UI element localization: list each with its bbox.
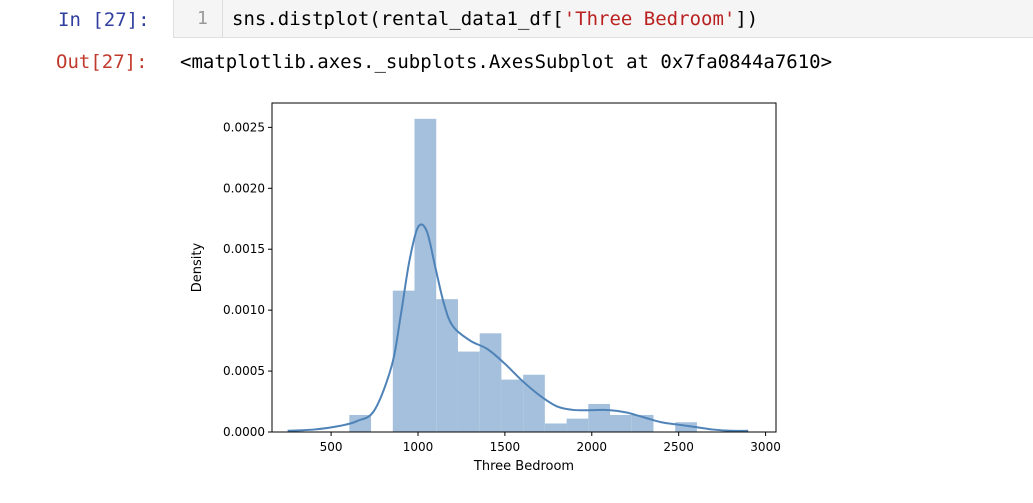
histogram-bar bbox=[392, 290, 415, 432]
input-prompt: In [27]: bbox=[58, 9, 150, 31]
x-axis-ticks: 500 1000 1500 2000 2500 3000 bbox=[320, 432, 781, 454]
output-prompt: Out[27]: bbox=[56, 51, 148, 73]
x-tick-label: 3000 bbox=[750, 440, 781, 454]
y-axis-label: Density bbox=[190, 242, 205, 292]
axes-frame bbox=[271, 102, 777, 433]
x-tick-label: 2500 bbox=[663, 440, 694, 454]
y-tick-label: 0.0010 bbox=[223, 303, 265, 317]
histogram-bar bbox=[436, 299, 458, 432]
histogram-bar bbox=[349, 414, 372, 432]
input-cell[interactable]: In [27]: 1 sns.distplot(rental_data1_df[… bbox=[0, 0, 1033, 40]
histogram-bar bbox=[588, 403, 611, 432]
histogram-bar bbox=[566, 418, 589, 432]
histogram-bars bbox=[349, 118, 697, 432]
code-string: 'Three Bedroom' bbox=[563, 8, 736, 30]
code-line[interactable]: sns.distplot(rental_data1_df['Three Bedr… bbox=[232, 0, 758, 38]
y-tick-label: 0.0000 bbox=[223, 425, 265, 439]
code-editor[interactable] bbox=[173, 0, 1033, 38]
kde-line bbox=[287, 223, 749, 432]
y-tick-label: 0.0005 bbox=[223, 364, 265, 378]
histogram-bar bbox=[675, 422, 697, 432]
x-tick-label: 500 bbox=[320, 440, 343, 454]
x-tick-label: 1500 bbox=[490, 440, 521, 454]
histogram-bar bbox=[523, 374, 545, 432]
x-axis-label: Three Bedroom bbox=[473, 459, 574, 474]
y-tick-label: 0.0025 bbox=[223, 120, 265, 134]
histogram-bar bbox=[610, 414, 632, 432]
histogram-bar bbox=[457, 351, 480, 432]
histogram-bar bbox=[501, 379, 524, 432]
output-repr: <matplotlib.axes._subplots.AxesSubplot a… bbox=[180, 51, 833, 73]
histogram-bar bbox=[414, 118, 437, 432]
y-tick-label: 0.0015 bbox=[223, 242, 265, 256]
y-axis-ticks: 0.0000 0.0005 0.0010 0.0015 0.0020 0.0025 bbox=[223, 120, 272, 439]
gutter-divider bbox=[222, 0, 223, 38]
histogram-bar bbox=[544, 423, 567, 432]
line-number: 1 bbox=[197, 8, 208, 29]
x-tick-label: 2000 bbox=[577, 440, 608, 454]
code-suffix: ]) bbox=[735, 8, 759, 30]
code-prefix: sns.distplot(rental_data1_df[ bbox=[232, 8, 564, 30]
y-tick-label: 0.0020 bbox=[223, 181, 265, 195]
histogram-bar bbox=[479, 333, 502, 432]
x-tick-label: 1000 bbox=[403, 440, 434, 454]
